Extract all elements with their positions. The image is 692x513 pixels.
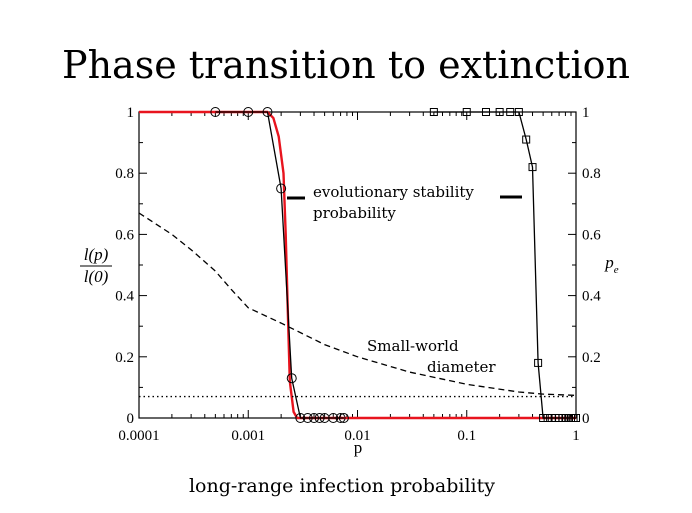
y2-tick-label: 0 [582,411,590,427]
y-tick-label: 1 [127,105,135,121]
x-tick-label: 0.001 [231,428,265,444]
square-marker [481,108,490,116]
annotation-small-world: Small-world [367,337,459,355]
y2-axis-label-subscript: e [614,264,619,276]
square-marker [539,414,548,422]
circle-marker [210,107,221,117]
series-line-solid-black-circles [215,111,344,419]
square-marker [534,358,543,367]
square-marker [543,414,552,422]
y2-tick-label: 0.2 [582,350,601,366]
y2-axis-label: pe [604,253,619,276]
y-tick-label: 0.2 [115,350,134,366]
y2-axis-label-main: p [604,253,614,272]
square-marker [528,163,537,172]
circle-marker [328,413,339,423]
circle-marker [335,413,346,423]
series-line-solid-red [139,110,576,420]
square-marker [572,414,580,422]
y2-tick-label: 0.8 [582,166,601,182]
y2-tick-label: 0.4 [582,289,601,305]
plot-frame [138,111,577,419]
square-marker [495,108,504,116]
square-marker [522,135,531,144]
data-series [138,107,580,423]
bottom-caption: long-range infection probability [189,475,495,497]
x-tick-label: 0.0001 [118,428,159,444]
y-tick-label: 0.4 [115,289,134,305]
annotation-small-world-line2: diameter [427,358,496,376]
axis-ticks: 0.0001 0.001 0.01 0.1 100.20.40.60.8100.20.4… [115,105,601,444]
y2-tick-label: 1 [582,105,590,121]
annotation-evolutionary-stability: evolutionary stability [313,183,474,201]
circle-marker [262,107,273,117]
circle-marker [295,413,306,423]
y-tick-label: 0.8 [115,166,134,182]
x-axis-label: p [354,438,363,457]
y-tick-label: 0.6 [115,227,134,243]
circle-marker [314,413,325,423]
square-marker [506,108,515,116]
circle-marker [309,413,320,423]
y-axis-label-denominator: l(0) [84,267,109,286]
square-marker [429,108,438,116]
x-tick-label: 0.1 [457,428,476,444]
y-tick-label: 0 [127,411,135,427]
circle-marker [338,413,349,423]
slide-title: Phase transition to extinction [62,43,630,87]
circle-marker [276,183,287,194]
x-tick-label: 0.01 [344,428,370,444]
x-tick-label: 1 [572,428,580,444]
square-marker [462,108,471,116]
circle-marker [243,107,254,117]
y-axis-label-numerator: l(p) [84,245,109,264]
square-marker [514,108,523,116]
y2-tick-label: 0.6 [582,227,601,243]
circle-marker [286,373,297,384]
circle-marker [302,413,313,423]
series-line-dashed [138,212,577,397]
annotation-evolutionary-stability-line2: probability [313,204,396,222]
